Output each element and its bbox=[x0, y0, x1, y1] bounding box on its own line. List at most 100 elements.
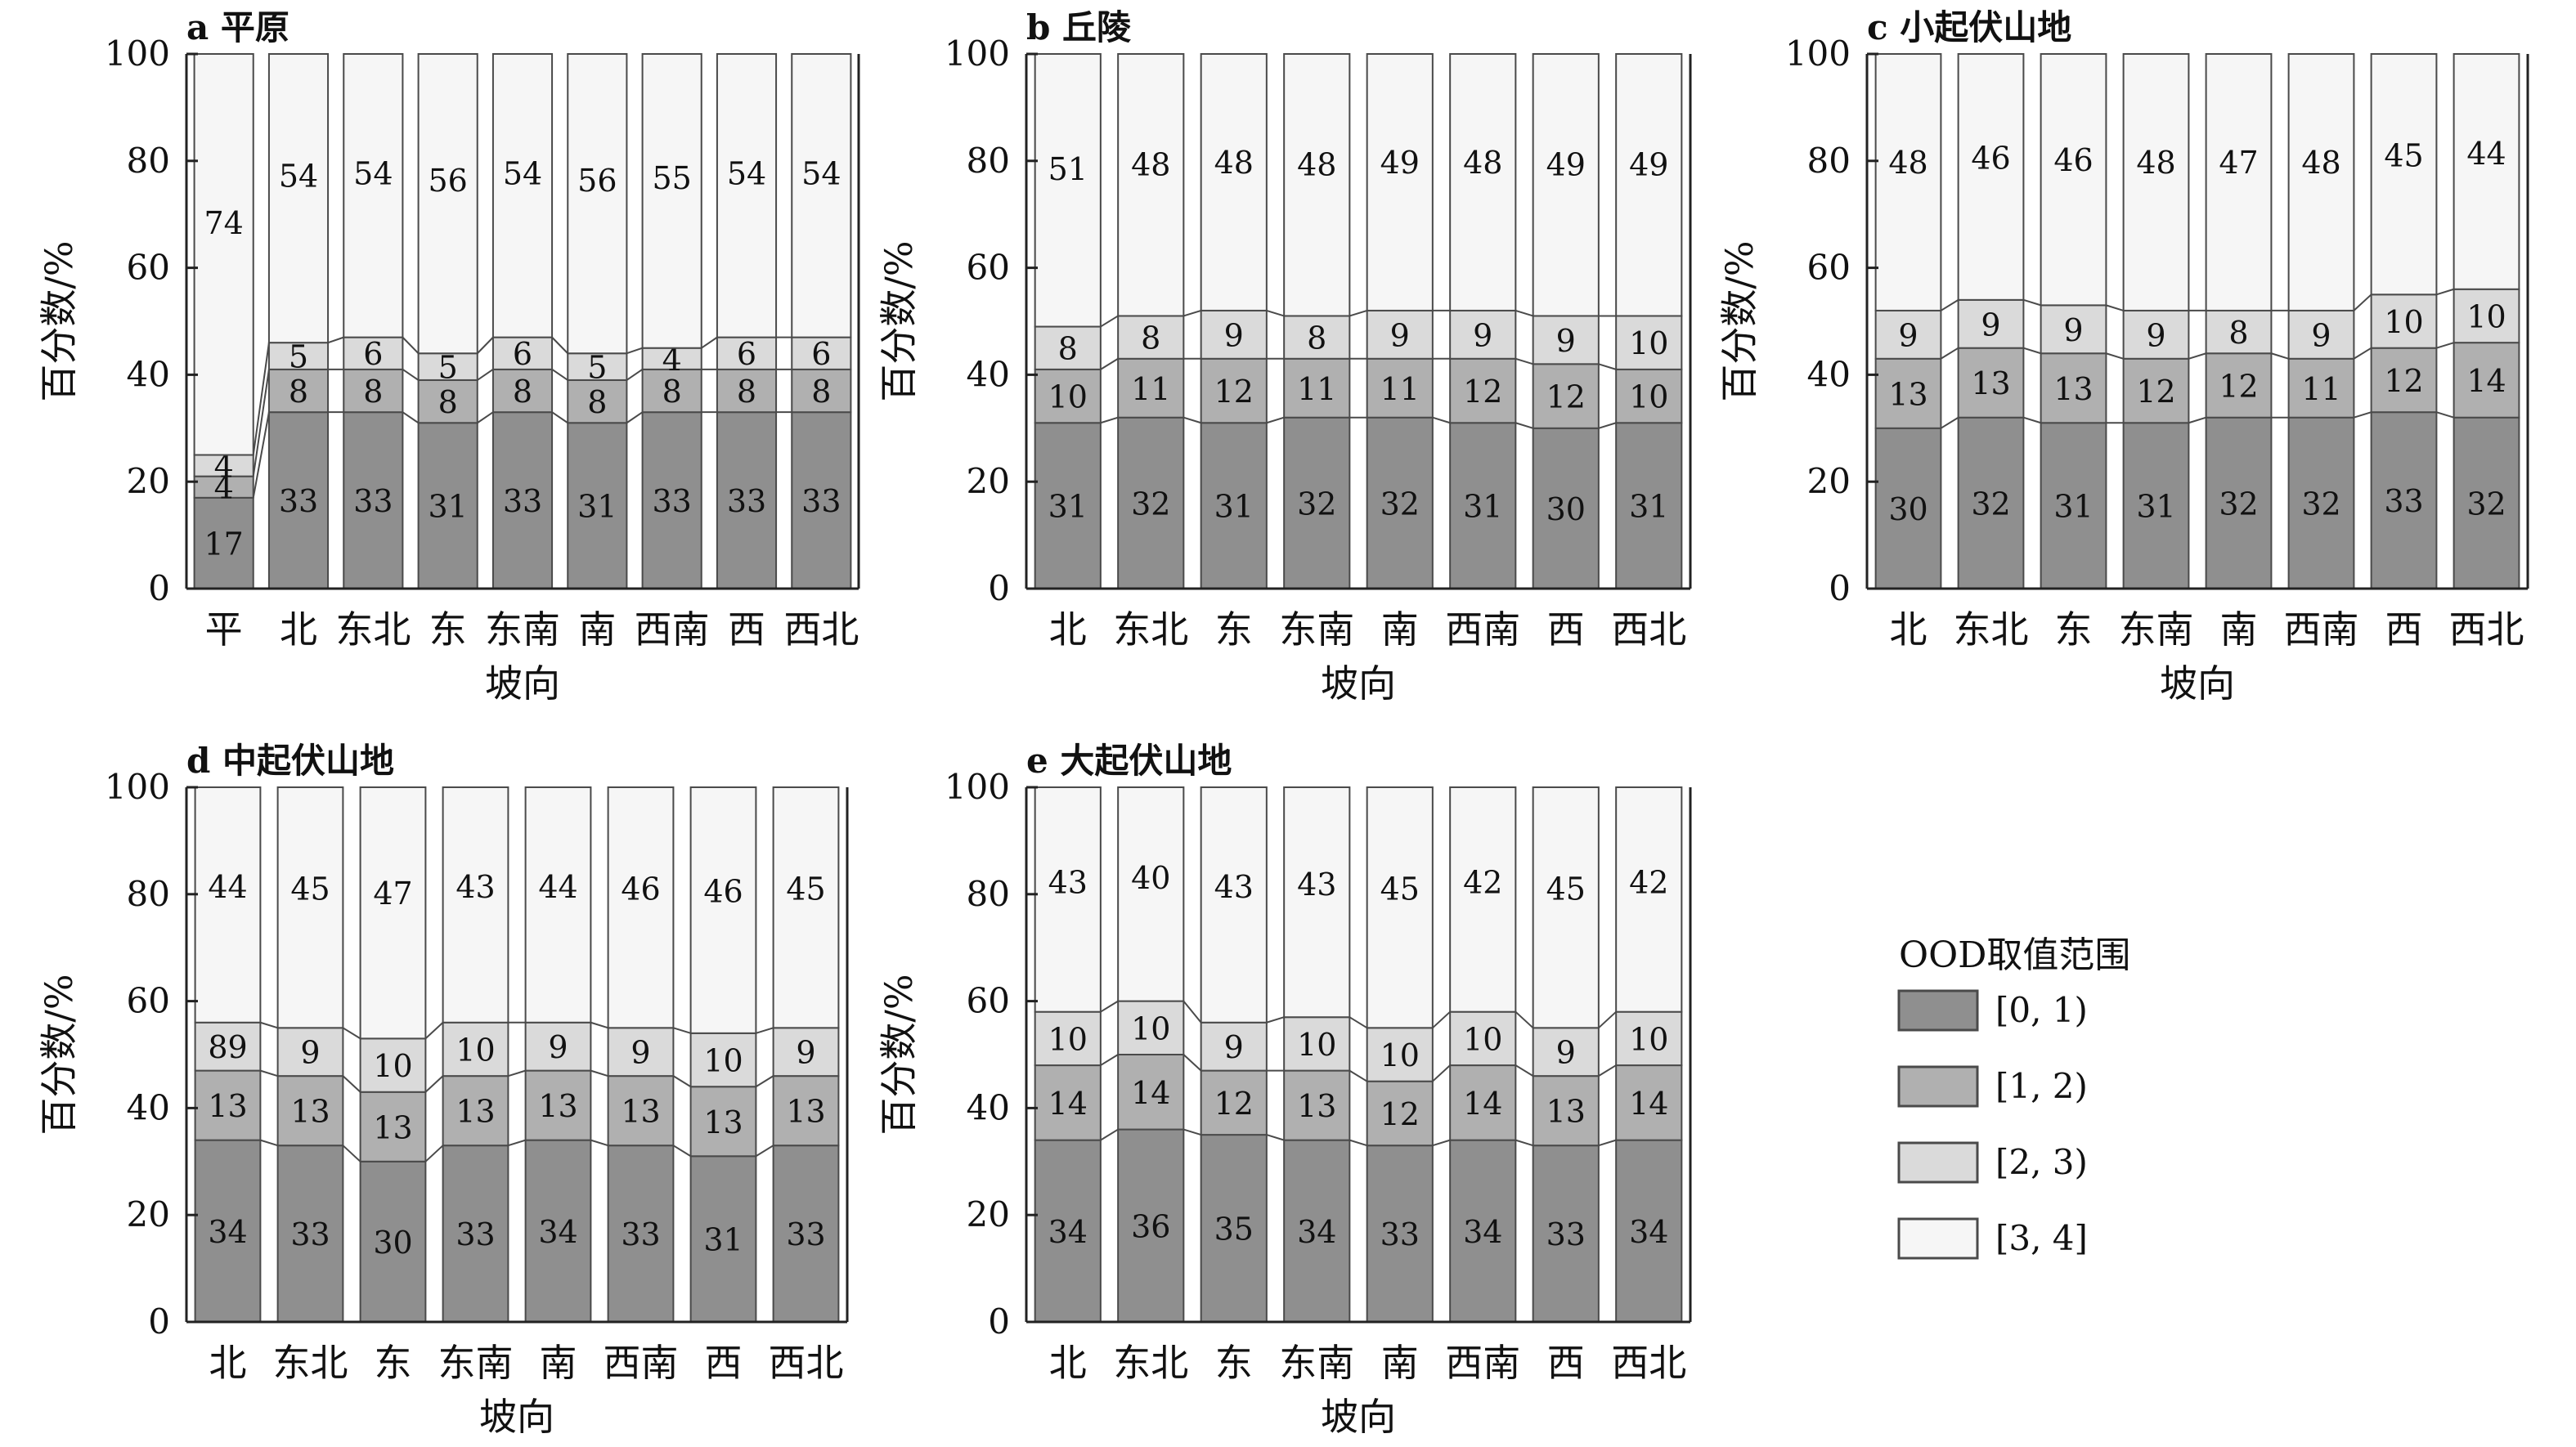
bar-seg-3-cat-5 bbox=[1449, 786, 1517, 1013]
data-label-0-0: 31 bbox=[1048, 489, 1088, 525]
connector-line bbox=[260, 1021, 278, 1029]
bar-seg-0-cat-4 bbox=[491, 411, 554, 589]
data-label-3-1: 40 bbox=[1131, 860, 1170, 896]
data-label-3-5: 46 bbox=[621, 871, 660, 907]
data-label-1-0: 10 bbox=[1048, 379, 1088, 415]
data-label-1-7: 8 bbox=[737, 374, 756, 410]
bar-seg-0-cat-4 bbox=[2205, 416, 2273, 589]
panel-title: a 平原 bbox=[186, 7, 289, 47]
x-tick-label: 东 bbox=[375, 1341, 412, 1385]
panel-title: c 小起伏山地 bbox=[1867, 7, 2071, 47]
y-tick-label: 80 bbox=[127, 141, 170, 181]
connector-line bbox=[1266, 1016, 1285, 1024]
data-label-0-4: 32 bbox=[1380, 486, 1420, 522]
bar-seg-2-cat-5 bbox=[2287, 309, 2355, 360]
connector-line bbox=[477, 411, 494, 424]
connector-line bbox=[1183, 309, 1201, 317]
x-tick-label: 北 bbox=[280, 607, 317, 652]
connector-line bbox=[402, 411, 420, 424]
bar-seg-1-cat-2 bbox=[1200, 357, 1268, 424]
connector-line bbox=[1940, 347, 1959, 360]
bar-seg-3-cat-1 bbox=[1117, 786, 1185, 1002]
data-label-3-4: 54 bbox=[503, 156, 542, 192]
data-label-0-4: 33 bbox=[1380, 1216, 1420, 1252]
data-label-3-7: 49 bbox=[1629, 147, 1668, 183]
data-label-1-0: 13 bbox=[208, 1088, 247, 1124]
bar-seg-1-cat-2 bbox=[359, 1091, 427, 1163]
bar-seg-0-cat-6 bbox=[641, 411, 702, 589]
y-tick-label: 0 bbox=[1829, 568, 1851, 608]
bar-seg-3-cat-4 bbox=[491, 53, 554, 338]
data-label-3-3: 43 bbox=[1297, 867, 1336, 903]
y-tick-label: 40 bbox=[127, 354, 170, 394]
connector-line bbox=[2353, 347, 2372, 360]
bar-seg-1-cat-1 bbox=[276, 1075, 344, 1147]
y-tick-label: 40 bbox=[1807, 354, 1851, 394]
bar-seg-3-cat-2 bbox=[359, 786, 427, 1040]
data-label-0-2: 31 bbox=[1214, 489, 1254, 525]
bar-seg-3-cat-1 bbox=[1957, 53, 2025, 301]
x-axis-title: 坡向 bbox=[1321, 1395, 1396, 1439]
legend: OOD取值范围 [0, 1) [1, 2) [2, 3) [3, 4] bbox=[1897, 934, 2130, 1260]
connector-line bbox=[1432, 416, 1451, 424]
x-tick-label: 西南 bbox=[635, 607, 710, 652]
x-tick-label: 南 bbox=[540, 1341, 577, 1385]
data-label-1-5: 8 bbox=[587, 384, 607, 420]
bar-seg-0-cat-3 bbox=[442, 1145, 509, 1324]
data-label-1-4: 12 bbox=[1380, 1096, 1420, 1132]
x-tick-label: 东南 bbox=[2119, 607, 2194, 652]
x-tick-label: 西 bbox=[728, 607, 765, 652]
data-label-3-5: 48 bbox=[1463, 145, 1502, 181]
bar-seg-2-cat-4 bbox=[1366, 309, 1434, 360]
data-label-2-8: 6 bbox=[811, 336, 831, 372]
data-label-1-1: 13 bbox=[290, 1094, 330, 1130]
data-label-1-4: 13 bbox=[538, 1088, 577, 1124]
connector-line bbox=[1100, 1000, 1119, 1013]
bar-seg-2-cat-2 bbox=[1200, 309, 1268, 360]
data-label-2-1: 10 bbox=[1131, 1010, 1170, 1046]
data-label-0-1: 33 bbox=[279, 483, 318, 519]
connector-line bbox=[1183, 1054, 1202, 1072]
legend-swatch-2-3 bbox=[1897, 1141, 1979, 1184]
connector-line bbox=[1515, 1010, 1534, 1029]
bar-seg-1-cat-5 bbox=[1449, 357, 1517, 424]
data-label-2-6: 9 bbox=[1556, 323, 1576, 359]
connector-line bbox=[260, 1069, 278, 1077]
connector-line bbox=[2271, 352, 2289, 360]
bar-seg-2-cat-7 bbox=[772, 1027, 840, 1077]
data-label-2-4: 9 bbox=[548, 1029, 568, 1065]
connector-line bbox=[2353, 293, 2372, 311]
data-label-3-6: 45 bbox=[2384, 138, 2423, 174]
bar-seg-2-cat-0 bbox=[1034, 1010, 1102, 1067]
y-tick-label: 20 bbox=[967, 1194, 1010, 1234]
y-tick-label: 40 bbox=[967, 354, 1010, 394]
x-tick-label: 北 bbox=[1049, 607, 1087, 652]
data-label-0-4: 33 bbox=[503, 483, 542, 519]
bar-seg-0-cat-5 bbox=[2287, 416, 2355, 589]
x-tick-label: 西北 bbox=[1611, 607, 1686, 652]
bar-seg-1-cat-1 bbox=[267, 368, 330, 414]
data-label-0-7: 32 bbox=[2466, 486, 2506, 522]
x-tick-label: 西北 bbox=[2449, 607, 2524, 652]
y-tick-label: 100 bbox=[105, 767, 170, 807]
data-label-1-7: 14 bbox=[1629, 1086, 1668, 1122]
data-label-1-6: 8 bbox=[662, 374, 682, 410]
connector-line bbox=[402, 369, 420, 381]
data-label-3-3: 43 bbox=[456, 869, 495, 905]
connector-line bbox=[1100, 357, 1119, 370]
data-label-3-7: 42 bbox=[1629, 864, 1668, 900]
x-tick-label: 西南 bbox=[2284, 607, 2359, 652]
x-tick-label: 西北 bbox=[769, 1341, 844, 1385]
connector-line bbox=[327, 336, 344, 344]
bar-seg-0-cat-1 bbox=[276, 1145, 344, 1324]
data-label-2-0: 10 bbox=[1048, 1021, 1088, 1057]
y-axis-title: 百分数/% bbox=[37, 974, 81, 1135]
data-label-1-3: 13 bbox=[1297, 1088, 1336, 1124]
bar-seg-3-cat-5 bbox=[1449, 53, 1517, 311]
bar-seg-3-cat-6 bbox=[689, 786, 757, 1034]
data-label-2-1: 5 bbox=[289, 339, 308, 375]
x-tick-label: 东南 bbox=[438, 1341, 514, 1385]
connector-line bbox=[1100, 1128, 1119, 1141]
y-axis-title: 百分数/% bbox=[37, 240, 81, 401]
data-label-0-1: 33 bbox=[290, 1216, 330, 1252]
